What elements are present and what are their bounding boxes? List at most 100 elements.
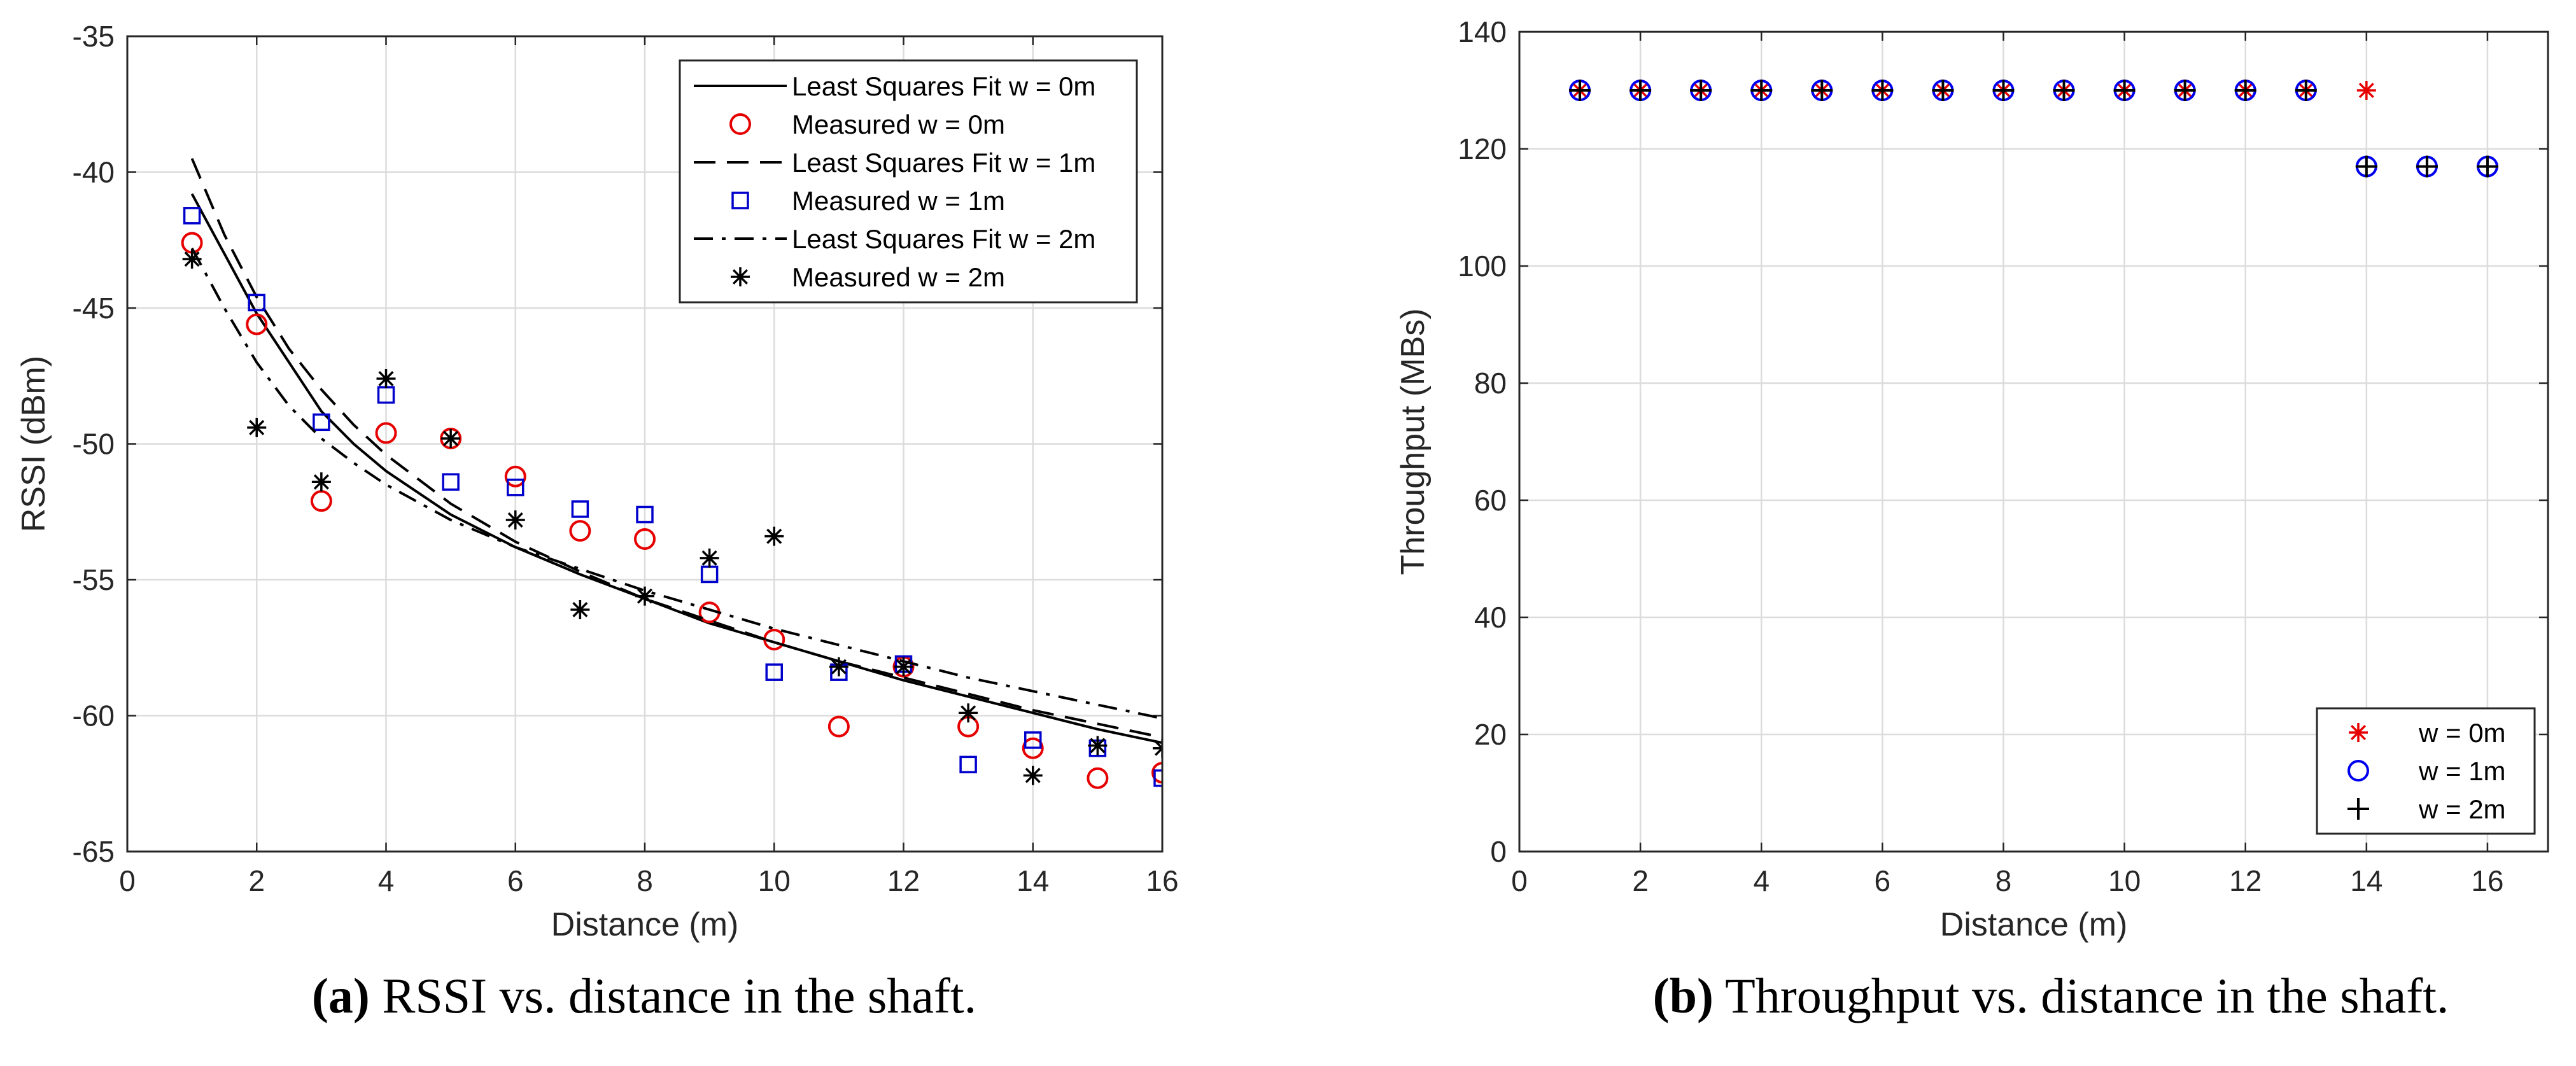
data-point xyxy=(764,526,784,546)
data-point xyxy=(1022,737,1044,759)
chart-rssi: 0 2 4 6 8 10 12 14 16 -65 -60 -55 -50 -45 -40 -35 Distan… xyxy=(15,20,1179,943)
y-tick-label: -65 xyxy=(73,835,115,868)
x-tick-label: 6 xyxy=(1875,864,1891,897)
y-tick-label: 120 xyxy=(1458,132,1507,165)
y-tick-label: 100 xyxy=(1458,249,1507,283)
y-tick-label: -50 xyxy=(73,428,115,461)
data-point xyxy=(376,369,396,389)
legend-label: w = 0m xyxy=(2418,718,2506,748)
x-tick-label: 0 xyxy=(119,864,136,897)
data-point xyxy=(959,703,978,723)
data-point xyxy=(2355,155,2377,178)
data-point xyxy=(2234,80,2256,101)
caption-b-text: Throughput vs. distance in the shaft. xyxy=(1713,968,2449,1023)
legend: Least Squares Fit w = 0m Measured w = 0m L… xyxy=(679,59,1138,304)
data-point xyxy=(2174,80,2196,101)
data-point xyxy=(700,548,719,568)
y-tick-label: 20 xyxy=(1474,718,1507,751)
data-point xyxy=(313,413,330,431)
caption-b-letter: (b) xyxy=(1652,968,1714,1023)
data-point xyxy=(1024,731,1042,749)
axes-frame xyxy=(126,35,1164,853)
data-point xyxy=(1750,80,1773,101)
caption-a-letter: (a) xyxy=(311,968,370,1023)
x-tick-label: 2 xyxy=(1632,864,1649,897)
legend-marker-swatch xyxy=(2347,798,2369,820)
data-point xyxy=(2113,80,2136,101)
data-point xyxy=(247,417,267,437)
caption-b: (b) Throughput vs. distance in the shaft… xyxy=(1653,967,2449,1025)
data-point xyxy=(1087,767,1109,789)
data-point xyxy=(246,313,268,335)
data-point xyxy=(765,663,783,681)
legend-marker-swatch xyxy=(729,113,751,135)
x-tick-label: 12 xyxy=(2229,864,2262,897)
y-tick-label: 40 xyxy=(1474,601,1507,634)
data-point xyxy=(182,249,202,269)
x-axis-label: Distance (m) xyxy=(551,906,739,943)
y-tick-label: 60 xyxy=(1474,484,1507,517)
data-point xyxy=(248,293,265,312)
data-point xyxy=(504,465,526,487)
data-point xyxy=(375,422,397,444)
data-point xyxy=(507,479,524,496)
data-point xyxy=(570,600,590,619)
data-point xyxy=(310,490,332,512)
series-line xyxy=(190,158,1162,739)
series-line xyxy=(190,193,1162,745)
data-point xyxy=(1088,736,1108,755)
series-6 xyxy=(182,249,1162,785)
data-point xyxy=(1629,80,1652,101)
data-point xyxy=(1690,80,1712,101)
data-point xyxy=(2053,80,2075,101)
data-point xyxy=(441,428,461,448)
x-tick-label: 8 xyxy=(1995,864,2012,897)
data-point xyxy=(2295,80,2317,101)
series-1 xyxy=(190,193,1162,745)
y-tick-label: -40 xyxy=(73,156,115,189)
data-point xyxy=(635,586,654,606)
series-2 xyxy=(181,232,1162,789)
series-3 xyxy=(190,158,1162,739)
legend-box xyxy=(679,59,1138,304)
legend-label: Least Squares Fit w = 1m xyxy=(792,148,1095,178)
data-point xyxy=(442,473,460,491)
data-point xyxy=(634,528,656,550)
y-axis-label: RSSI (dBm) xyxy=(15,356,52,532)
caption-a: (a) RSSI vs. distance in the shaft. xyxy=(312,967,976,1025)
data-point xyxy=(1992,80,2015,101)
legend-label: w = 1m xyxy=(2418,756,2506,786)
y-tick-label: -55 xyxy=(73,563,115,596)
y-tick-label: 80 xyxy=(1474,367,1507,400)
legend-label: w = 2m xyxy=(2418,794,2506,824)
data-point xyxy=(2356,81,2376,100)
legend: w = 0m w = 1m w = 2m xyxy=(2316,707,2536,835)
legend-box xyxy=(2316,707,2536,835)
legend-label: Measured w = 0m xyxy=(792,109,1005,139)
data-point xyxy=(183,207,201,225)
legend-label: Least Squares Fit w = 0m xyxy=(792,71,1095,101)
data-point xyxy=(571,500,589,518)
data-point xyxy=(829,657,848,677)
caption-a-text: RSSI vs. distance in the shaft. xyxy=(369,968,977,1023)
x-tick-label: 14 xyxy=(2350,864,2382,897)
x-tick-label: 8 xyxy=(637,864,653,897)
data-point xyxy=(2416,155,2438,178)
data-point xyxy=(636,505,654,524)
legend-marker-swatch xyxy=(2347,760,2369,782)
x-axis-label: Distance (m) xyxy=(1940,906,2128,943)
x-tick-label: 6 xyxy=(507,864,524,897)
x-tick-label: 10 xyxy=(758,864,791,897)
x-tick-label: 16 xyxy=(1146,864,1178,897)
series-2 xyxy=(1569,80,2498,178)
data-point xyxy=(1151,762,1162,784)
data-point xyxy=(1569,80,1591,101)
x-tick-label: 12 xyxy=(887,864,920,897)
legend-marker-swatch xyxy=(731,267,750,286)
axes-frame xyxy=(1518,31,2549,853)
plot-area xyxy=(181,158,1162,789)
chart-throughput: 0 2 4 6 8 10 12 14 16 0 20 40 60 80 100 120 140 Distance … xyxy=(1395,15,2549,943)
data-point xyxy=(1871,80,1894,101)
y-tick-label: 0 xyxy=(1490,835,1507,868)
legend-marker-swatch xyxy=(2349,723,2368,742)
